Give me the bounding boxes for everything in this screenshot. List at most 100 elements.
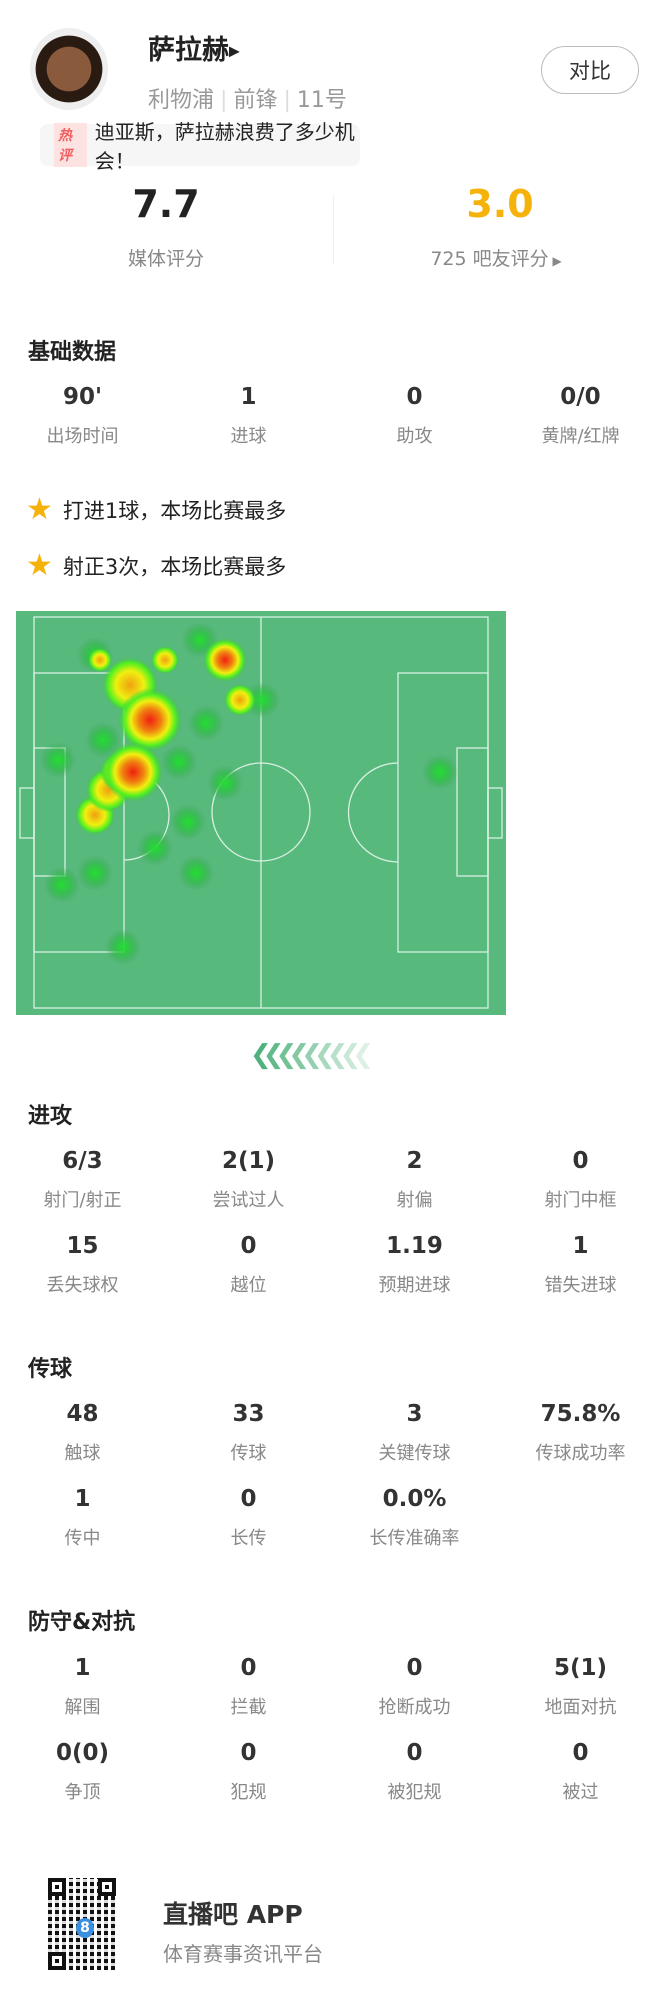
stat-passing: 3 关键传球 (332, 1401, 497, 1465)
stat-passing: 0 长传 (166, 1486, 331, 1550)
stat-value: 5(1) (553, 1655, 608, 1681)
stat-value: 0/0 (560, 384, 601, 410)
player-avatar[interactable] (30, 28, 108, 110)
stat-label: 传球成功率 (535, 1443, 626, 1464)
stat-defense: 0(0) 争顶 (0, 1740, 165, 1804)
stat-passing: 33 传球 (166, 1401, 331, 1465)
stat-attack: 15 丢失球权 (0, 1233, 165, 1297)
fan-score-link[interactable]: 725 吧友评分 ▶ (366, 244, 626, 271)
stat-value: 0 (240, 1486, 257, 1512)
stat-label: 争顶 (64, 1782, 101, 1803)
heatmap-pitch (16, 611, 506, 1015)
stat-value: 0 (406, 1655, 423, 1681)
stat-defense: 0 犯规 (166, 1740, 331, 1804)
stat-label: 丢失球权 (46, 1275, 119, 1296)
heatmap-blob (224, 684, 256, 716)
stat-label: 传球 (230, 1443, 267, 1464)
stat-value: 48 (66, 1401, 99, 1427)
stat-value: 6/3 (62, 1148, 103, 1174)
divider: | (283, 88, 291, 113)
heatmap-blob (40, 742, 76, 778)
heatmap-blob (422, 754, 458, 790)
heatmap-blob (137, 830, 173, 866)
stat-label: 地面对抗 (544, 1697, 617, 1718)
stat-value: 0 (240, 1740, 257, 1766)
stat-value: 0 (240, 1233, 257, 1259)
stat-value: 33 (232, 1401, 265, 1427)
heatmap-blob (44, 867, 80, 903)
heatmap-blob (105, 929, 141, 965)
stat-value: 0 (406, 1740, 423, 1766)
stat-value: 1.19 (386, 1233, 443, 1259)
stat-value: 15 (66, 1233, 99, 1259)
team: 利物浦 (148, 88, 215, 113)
media-score-label: 媒体评分 (127, 248, 204, 270)
hot-tag: 热评 (54, 123, 87, 167)
app-name: 直播吧 APP (163, 1900, 303, 1929)
stat-value: 75.8% (540, 1401, 621, 1427)
qr-code: 8 (48, 1878, 116, 1970)
stat-defense: 0 抢断成功 (332, 1655, 497, 1719)
player-name[interactable]: 萨拉赫▶ (148, 28, 240, 67)
chevron-left-icon: ❮ (313, 1040, 336, 1070)
stat-label: 射门中框 (544, 1190, 617, 1211)
heatmap-blob (207, 765, 243, 801)
section-title-passing: 传球 (28, 1357, 73, 1382)
chevron-left-icon: ❮ (275, 1040, 298, 1070)
highlight-text: 打进1球，本场比赛最多 (62, 498, 287, 523)
heatmap-blob (88, 648, 112, 672)
highlight-item: ★ 射正3次，本场比赛最多 (26, 548, 286, 583)
stat-value: 0.0% (382, 1486, 447, 1512)
stat-basic: 0/0 黄牌/红牌 (498, 384, 663, 448)
stat-label: 进球 (230, 426, 267, 447)
stat-attack: 0 越位 (166, 1233, 331, 1297)
stat-label: 长传 (230, 1528, 267, 1549)
heatmap-blob (203, 638, 247, 682)
stat-attack: 1 错失进球 (498, 1233, 663, 1297)
stat-label: 抢断成功 (378, 1697, 451, 1718)
heatmap-blob (161, 744, 197, 780)
hot-comment[interactable]: 热评 迪亚斯，萨拉赫浪费了多少机会！ (40, 120, 360, 173)
stat-label: 尝试过人 (212, 1190, 285, 1211)
heatmap-blob (77, 855, 113, 891)
stat-value: 1 (240, 384, 257, 410)
stat-label: 拦截 (230, 1697, 267, 1718)
stat-value: 0 (240, 1655, 257, 1681)
stat-value: 0(0) (55, 1740, 110, 1766)
stat-basic: 90' 出场时间 (0, 384, 165, 448)
heatmap-blob (178, 855, 214, 891)
media-score: 7.7 (132, 182, 200, 226)
star-icon: ★ (26, 492, 53, 527)
player-meta: 利物浦 | 前锋 | 11号 (148, 82, 347, 114)
stat-defense: 0 拦截 (166, 1655, 331, 1719)
stat-basic: 1 进球 (166, 384, 331, 448)
stat-attack: 1.19 预期进球 (332, 1233, 497, 1297)
stat-value: 1 (74, 1486, 91, 1512)
position: 前锋 (233, 88, 278, 113)
stat-value: 0 (572, 1740, 589, 1766)
hot-comment-text: 迪亚斯，萨拉赫浪费了多少机会！ (94, 120, 355, 173)
stat-label: 触球 (64, 1443, 101, 1464)
section-title-attack: 进攻 (28, 1104, 73, 1129)
stat-label: 传中 (64, 1528, 101, 1549)
compare-button[interactable]: 对比 (541, 46, 639, 94)
stat-label: 被犯规 (387, 1782, 442, 1803)
chevron-left-icon: ❮ (301, 1040, 323, 1070)
stat-label: 解围 (64, 1697, 101, 1718)
stat-label: 射偏 (396, 1190, 433, 1211)
heatmap-blob (170, 804, 206, 840)
pitch-lines (19, 616, 503, 1009)
chevron-left-icon: ❮ (250, 1040, 272, 1070)
stat-label: 助攻 (396, 426, 433, 447)
stat-passing: 0.0% 长传准确率 (332, 1486, 497, 1550)
stat-label: 犯规 (230, 1782, 267, 1803)
stat-label: 黄牌/红牌 (541, 426, 620, 447)
section-title-basic: 基础数据 (28, 340, 117, 365)
section-title-defense: 防守&对抗 (28, 1610, 136, 1635)
stat-label: 关键传球 (378, 1443, 451, 1464)
stat-value: 1 (74, 1655, 91, 1681)
heatmap-blob (188, 705, 224, 741)
stat-attack: 2 射偏 (332, 1148, 497, 1212)
star-icon: ★ (26, 548, 53, 583)
stat-label: 越位 (230, 1275, 267, 1296)
